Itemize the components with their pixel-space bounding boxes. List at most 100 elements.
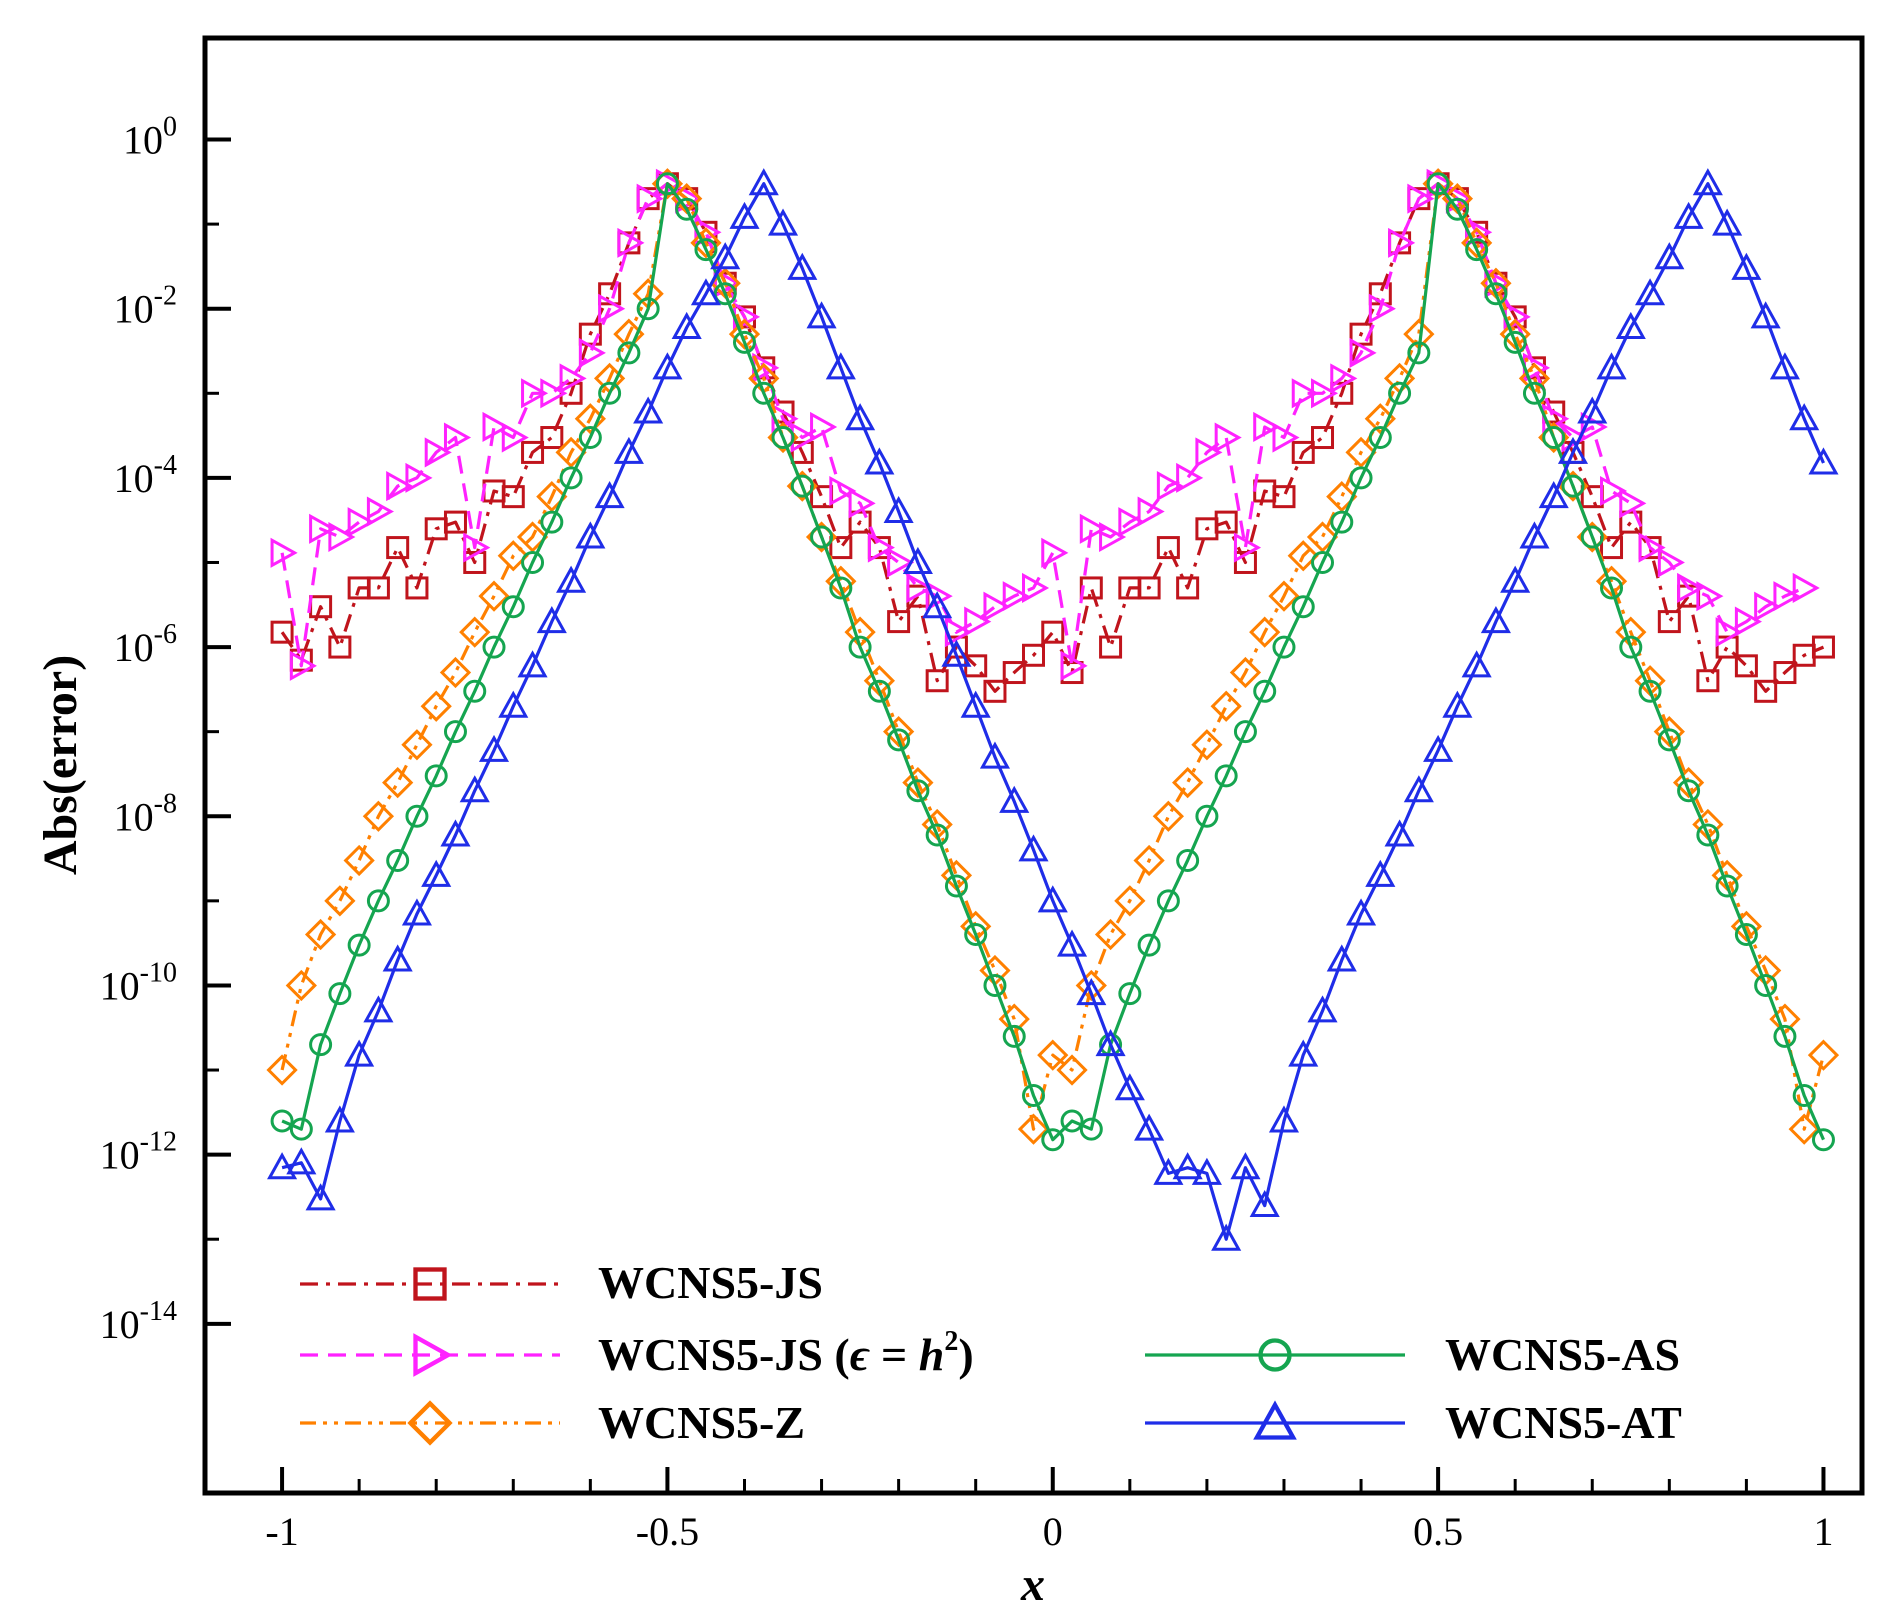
data-point-wcns5-as-34 (925, 823, 949, 847)
data-point-wcns5-at-73 (1673, 201, 1704, 229)
data-point-wcns5-as-63 (1484, 282, 1508, 306)
x-axis-title: x (1020, 1558, 1045, 1611)
data-point-wcns5-js-54 (1311, 426, 1335, 450)
data-point-wcns5-z-33 (902, 766, 934, 799)
data-point-wcns5-as-55 (1330, 510, 1354, 534)
data-point-wcns5-z-55 (1326, 481, 1358, 513)
data-point-wcns5-js-h-53 (1291, 378, 1319, 409)
data-point-wcns5-as-7 (405, 804, 429, 828)
data-point-wcns5-at-61 (1442, 690, 1473, 718)
data-point-wcns5-js-34 (925, 669, 949, 693)
data-point-wcns5-z-24 (728, 318, 761, 350)
data-point-wcns5-at-64 (1500, 565, 1531, 593)
data-point-wcns5-as-4 (347, 933, 371, 957)
data-point-wcns5-z-14 (536, 481, 568, 513)
axes-layer (202, 35, 1865, 1496)
data-point-wcns5-at-23 (710, 242, 741, 270)
data-point-wcns5-js-h-0 (270, 537, 298, 568)
data-point-wcns5-at-28 (806, 301, 837, 329)
data-point-wcns5-z-51 (1249, 616, 1281, 648)
data-point-wcns5-as-33 (906, 779, 930, 803)
data-point-wcns5-as-17 (598, 381, 622, 405)
data-point-wcns5-js-h-10 (463, 532, 491, 563)
data-point-wcns5-js-h-13 (521, 378, 549, 409)
data-point-wcns5-z-6 (382, 766, 414, 799)
data-point-wcns5-as-26 (771, 426, 795, 450)
data-point-wcns5-at-62 (1461, 650, 1492, 678)
data-point-wcns5-js-h-8 (424, 437, 452, 468)
data-point-wcns5-at-80 (1808, 447, 1839, 475)
data-point-wcns5-as-30 (848, 635, 872, 659)
data-point-wcns5-js-55 (1330, 381, 1354, 405)
data-point-wcns5-js-h-48 (1195, 437, 1223, 468)
data-point-wcns5-z-40 (1037, 1039, 1069, 1071)
data-point-wcns5-js-h-58 (1388, 227, 1416, 258)
data-point-wcns5-at-0 (267, 1152, 298, 1180)
data-point-wcns5-js-h-32 (887, 547, 915, 578)
data-point-wcns5-as-13 (521, 550, 545, 574)
data-point-wcns5-at-76 (1731, 252, 1762, 280)
data-point-wcns5-at-74 (1692, 168, 1723, 196)
data-point-wcns5-js-h-7 (405, 462, 433, 493)
data-point-wcns5-as-71 (1638, 679, 1662, 703)
data-point-wcns5-js-3 (328, 635, 352, 659)
data-point-wcns5-js-h-51 (1253, 411, 1281, 443)
data-point-wcns5-as-80 (1811, 1128, 1835, 1152)
data-point-wcns5-as-12 (501, 595, 525, 619)
data-point-wcns5-js-h-1 (289, 650, 317, 681)
data-point-wcns5-as-48 (1195, 804, 1219, 828)
data-point-wcns5-as-8 (424, 764, 448, 788)
data-point-wcns5-at-66 (1538, 481, 1569, 509)
data-point-wcns5-js-45 (1137, 576, 1161, 600)
data-point-wcns5-z-12 (497, 540, 529, 572)
data-point-wcns5-at-68 (1577, 396, 1608, 424)
data-point-wcns5-as-42 (1079, 1117, 1103, 1141)
data-point-wcns5-as-46 (1156, 889, 1180, 913)
data-point-wcns5-at-79 (1789, 403, 1820, 431)
data-point-wcns5-js-h-30 (848, 488, 876, 519)
data-point-wcns5-js-17 (598, 282, 622, 306)
data-point-wcns5-as-79 (1792, 1083, 1816, 1107)
data-point-wcns5-at-53 (1288, 1039, 1319, 1067)
y-tick-label-2: 10-4 (114, 450, 177, 501)
legend-marker-wcns5-js-h (413, 1333, 453, 1377)
data-point-wcns5-at-5 (363, 995, 394, 1023)
data-point-wcns5-at-12 (498, 690, 529, 718)
data-point-wcns5-at-20 (652, 352, 683, 380)
data-point-wcns5-at-39 (1018, 834, 1049, 862)
data-point-wcns5-as-10 (463, 679, 487, 703)
data-point-wcns5-js-h-59 (1407, 183, 1435, 214)
data-point-wcns5-js-h-9 (443, 422, 472, 453)
data-point-wcns5-as-64 (1503, 330, 1527, 354)
plot-frame (202, 35, 1865, 1496)
legend-marker-group-wcns5-as (1258, 1338, 1292, 1372)
data-point-wcns5-z-7 (401, 729, 433, 761)
x-tick-label-0: -1 (265, 1509, 298, 1554)
data-point-wcns5-at-21 (671, 311, 702, 339)
data-point-wcns5-as-5 (366, 889, 390, 913)
data-point-wcns5-z-32 (883, 716, 915, 748)
data-point-wcns5-at-50 (1230, 1152, 1261, 1180)
data-point-wcns5-at-51 (1249, 1189, 1280, 1218)
data-point-wcns5-js-h-39 (1022, 572, 1050, 603)
y-tick-label-6: 10-12 (100, 1127, 177, 1178)
data-point-wcns5-js-38 (1002, 661, 1026, 685)
data-point-wcns5-as-15 (559, 466, 583, 490)
data-point-wcns5-at-75 (1712, 208, 1743, 236)
data-point-wcns5-z-39 (1017, 1113, 1050, 1145)
data-point-wcns5-js-h-44 (1118, 507, 1146, 538)
data-point-wcns5-as-27 (790, 474, 814, 498)
legend-label-jsh2-epsilon: ϵ (850, 1329, 870, 1380)
data-point-wcns5-as-54 (1311, 550, 1335, 574)
data-point-wcns5-as-24 (732, 330, 756, 354)
data-point-wcns5-z-72 (1653, 716, 1685, 748)
data-point-wcns5-as-38 (1002, 1024, 1026, 1048)
data-point-wcns5-at-10 (459, 775, 490, 803)
data-point-wcns5-as-3 (328, 982, 352, 1006)
data-point-wcns5-z-2 (304, 918, 337, 951)
data-point-wcns5-z-53 (1287, 540, 1319, 572)
data-point-wcns5-as-76 (1734, 923, 1758, 947)
data-point-wcns5-js-56 (1349, 322, 1373, 346)
data-point-wcns5-at-25 (748, 168, 779, 196)
